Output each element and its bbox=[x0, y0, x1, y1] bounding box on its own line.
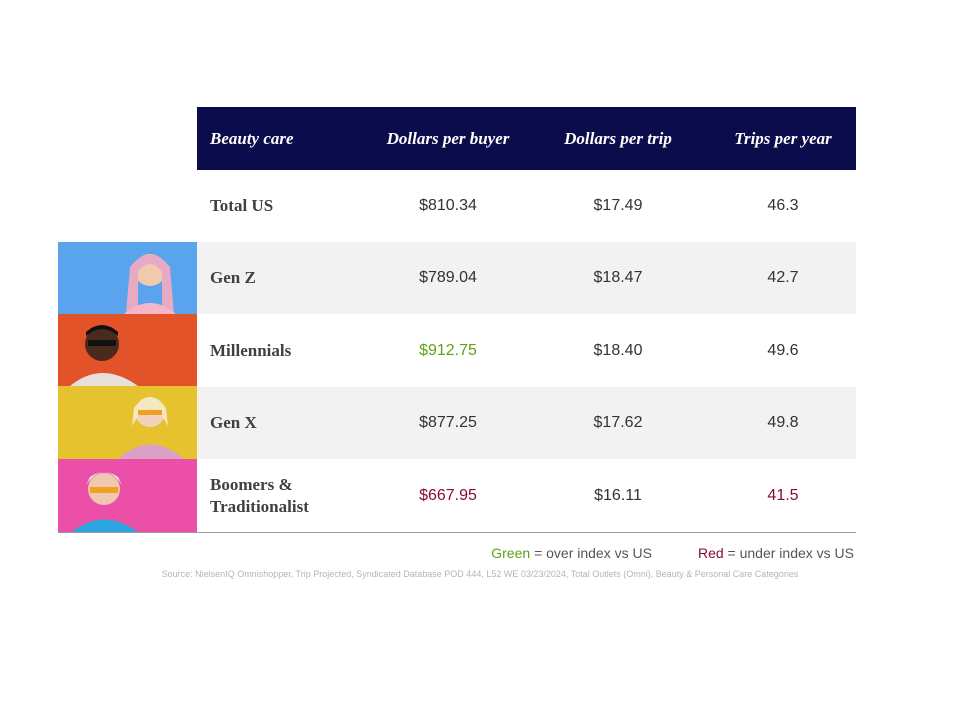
header-cell: Dollars per trip bbox=[564, 129, 672, 148]
table-row: Gen X $877.25 $17.62 49.8 bbox=[197, 387, 856, 460]
table-row: Gen Z $789.04 $18.47 42.7 bbox=[197, 242, 856, 315]
value-cell: 46.3 bbox=[767, 197, 799, 214]
row-label: Millennials bbox=[210, 340, 292, 360]
legend-item: Green = over index vs US bbox=[491, 545, 652, 561]
value-cell: $912.75 bbox=[419, 341, 477, 359]
table-row: Millennials $912.75 $18.40 49.6 bbox=[197, 314, 856, 387]
photo-gen-x bbox=[58, 386, 197, 459]
value-cell: 42.7 bbox=[767, 269, 799, 287]
photo-boomers bbox=[58, 459, 197, 532]
value-cell: $17.62 bbox=[593, 414, 643, 432]
photo-gen-z bbox=[58, 242, 197, 314]
header-cell: Beauty care bbox=[210, 129, 294, 148]
row-label: Boomers & Traditionalist bbox=[210, 474, 309, 516]
table-bottom-rule bbox=[58, 532, 856, 533]
legend-key: Green bbox=[491, 545, 531, 561]
legend-key: Red bbox=[697, 545, 724, 561]
legend-item: Red = under index vs US bbox=[698, 545, 854, 561]
value-cell: $17.49 bbox=[593, 197, 643, 214]
row-label: Gen X bbox=[210, 413, 257, 433]
value-cell: 49.8 bbox=[767, 414, 799, 432]
legend-text: = over index vs US bbox=[534, 545, 652, 561]
value-cell: $667.95 bbox=[419, 486, 477, 504]
row-label: Gen Z bbox=[210, 268, 256, 288]
value-cell: 49.6 bbox=[767, 341, 799, 359]
header-cell: Dollars per buyer bbox=[386, 129, 510, 148]
table-row: Boomers & Traditionalist $667.95 $16.11 41.… bbox=[197, 459, 856, 532]
legend-text: = under index vs US bbox=[727, 545, 854, 561]
value-cell: $810.34 bbox=[419, 197, 477, 214]
value-cell: $18.47 bbox=[593, 269, 643, 287]
source-note: Source: NielsenIQ Omnishopper, Trip Proj… bbox=[161, 569, 799, 579]
header-cell: Trips per year bbox=[734, 129, 832, 148]
value-cell: $16.11 bbox=[594, 486, 642, 504]
value-cell: $18.40 bbox=[593, 341, 643, 359]
value-cell: $877.25 bbox=[419, 414, 477, 432]
value-cell: 41.5 bbox=[767, 486, 799, 504]
row-label: Total US bbox=[210, 196, 274, 215]
table-row: Total US $810.34 $17.49 46.3 bbox=[197, 170, 856, 242]
legend: Green = over index vs US Red = under inde… bbox=[491, 545, 854, 561]
photo-millennials bbox=[58, 314, 197, 386]
value-cell: $789.04 bbox=[419, 269, 477, 287]
table-header: Beauty care Dollars per buyer Dollars per … bbox=[197, 107, 856, 170]
